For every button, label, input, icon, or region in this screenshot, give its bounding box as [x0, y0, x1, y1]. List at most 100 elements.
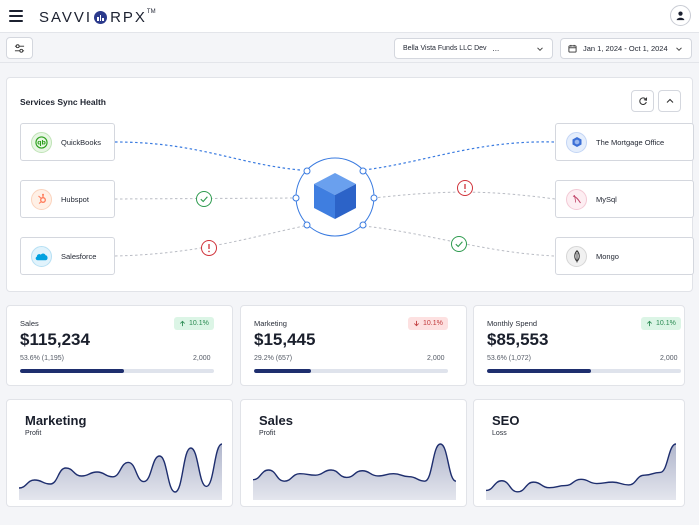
sparkline-line: [252, 443, 457, 482]
status-error-icon: [457, 180, 473, 196]
progress-track: [254, 369, 448, 373]
link-salesforce: [114, 225, 305, 257]
service-label: QuickBooks: [61, 137, 102, 147]
filter-button[interactable]: [6, 37, 33, 59]
hamburger-menu-icon[interactable]: [9, 10, 23, 22]
sync-connection-diagram: [114, 141, 556, 257]
user-avatar-button[interactable]: [670, 5, 691, 26]
trend-title: Marketing: [25, 413, 87, 428]
stat-card-marketing: Marketing 10.1% $15,445 29.2% (657) 2,00…: [240, 305, 467, 386]
progress-fill: [487, 369, 591, 373]
sliders-icon: [14, 43, 25, 53]
change-value: 10.1%: [189, 320, 209, 327]
sparkline-area: [253, 444, 456, 500]
brand-logo: SAVVI RPX TM: [39, 7, 156, 27]
trend-title: Sales: [259, 413, 293, 428]
status-error-icon: [201, 240, 217, 256]
fund-select-value: Bella Vista Funds LLC Dev: [403, 45, 487, 52]
service-quickbooks[interactable]: qb QuickBooks: [20, 123, 115, 161]
service-label: Hubspot: [61, 194, 89, 204]
svg-text:qb: qb: [37, 139, 46, 146]
collapse-button[interactable]: [658, 90, 681, 112]
service-label: Mongo: [596, 251, 619, 261]
stat-sub: 53.6% (1,072): [487, 355, 531, 362]
change-badge: 10.1%: [641, 317, 681, 330]
trend-subtitle: Profit: [259, 430, 276, 437]
stat-value: $115,234: [20, 330, 90, 349]
stat-label: Marketing: [254, 319, 287, 328]
trend-sparkline: [485, 443, 677, 500]
mortgage-office-icon: [566, 131, 587, 153]
top-bar: SAVVI RPX TM: [0, 0, 699, 33]
stat-label: Sales: [20, 319, 39, 328]
status-ok-icon: [196, 191, 212, 207]
mongo-icon: [566, 245, 587, 267]
sparkline-area: [486, 444, 676, 500]
user-icon: [676, 11, 685, 21]
service-mysql[interactable]: MySql: [555, 180, 694, 218]
stat-max: 2,000: [193, 355, 211, 362]
status-ok-icon: [451, 236, 467, 252]
change-value: 10.1%: [656, 320, 676, 327]
change-value: 10.1%: [423, 320, 443, 327]
refresh-button[interactable]: [631, 90, 654, 112]
arrow-up-icon: [647, 320, 652, 327]
logo-tm: TM: [146, 9, 156, 15]
stat-label: Monthly Spend: [487, 319, 538, 328]
date-range-value: Jan 1, 2024 - Oct 1, 2024: [583, 44, 668, 53]
trend-subtitle: Loss: [492, 430, 507, 437]
service-label: The Mortgage Office: [596, 137, 665, 147]
sync-health-title: Services Sync Health: [20, 97, 106, 107]
trend-card-seo: SEO Loss: [473, 399, 685, 507]
cube-icon: [314, 173, 356, 219]
service-mortgage-office[interactable]: The Mortgage Office: [555, 123, 694, 161]
trend-subtitle: Profit: [25, 430, 42, 437]
arrow-down-icon: [414, 320, 419, 327]
mysql-icon: [566, 188, 587, 210]
date-range-select[interactable]: Jan 1, 2024 - Oct 1, 2024: [560, 38, 692, 59]
logo-badge-icon: [94, 10, 108, 24]
link-mortgage: [363, 141, 556, 171]
sparkline-area: [19, 444, 222, 500]
stat-max: 2,000: [427, 355, 445, 362]
stat-card-monthly-spend: Monthly Spend 10.1% $85,553 53.6% (1,072…: [473, 305, 685, 386]
stat-card-sales: Sales 10.1% $115,234 53.6% (1,195) 2,000: [6, 305, 233, 386]
toolbar: Bella Vista Funds LLC Dev ... Jan 1, 202…: [0, 34, 699, 63]
link-mysql: [372, 191, 556, 200]
stat-max: 2,000: [660, 355, 678, 362]
fund-select-extra: ...: [492, 44, 500, 53]
sparkline-line: [485, 443, 677, 493]
stat-value: $85,553: [487, 330, 549, 349]
logo-text-left: SAVVI: [39, 8, 93, 26]
logo-text-right: RPX: [110, 8, 147, 26]
arrow-up-icon: [180, 320, 185, 327]
calendar-icon: [568, 44, 577, 53]
change-badge: 10.1%: [174, 317, 214, 330]
chevron-down-icon: [537, 47, 543, 52]
refresh-icon: [638, 97, 647, 105]
change-badge: 10.1%: [408, 317, 448, 330]
trend-title: SEO: [492, 413, 520, 428]
chevron-down-icon: [676, 47, 682, 52]
progress-track: [20, 369, 214, 373]
hubspot-icon: [31, 188, 52, 210]
trend-card-marketing: Marketing Profit: [6, 399, 233, 507]
service-label: MySql: [596, 194, 617, 204]
service-mongo[interactable]: Mongo: [555, 237, 694, 275]
service-label: Salesforce: [61, 251, 97, 261]
sync-health-panel: Services Sync Health: [6, 77, 694, 292]
progress-fill: [20, 369, 124, 373]
salesforce-icon: [31, 245, 52, 267]
progress-track: [487, 369, 681, 373]
quickbooks-icon: qb: [31, 131, 52, 153]
stat-sub: 29.2% (657): [254, 355, 293, 362]
hub-handles: [292, 167, 378, 229]
chevron-up-icon: [666, 98, 673, 103]
service-hubspot[interactable]: Hubspot: [20, 180, 115, 218]
stat-sub: 53.6% (1,195): [20, 355, 64, 362]
fund-select[interactable]: Bella Vista Funds LLC Dev ...: [394, 38, 553, 59]
trend-sparkline: [252, 443, 457, 500]
service-salesforce[interactable]: Salesforce: [20, 237, 115, 275]
progress-fill: [254, 369, 311, 373]
trend-sparkline: [18, 443, 223, 500]
